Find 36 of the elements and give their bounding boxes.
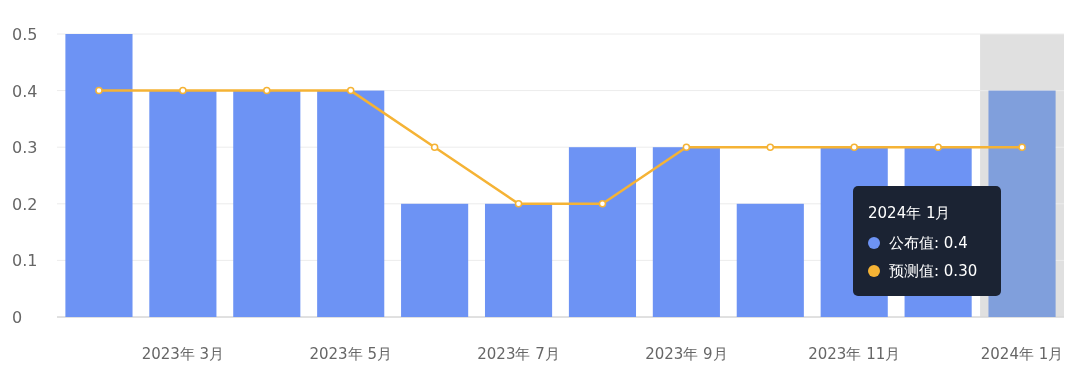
point — [1018, 143, 1026, 151]
x-tick-label: 2023年 11月 — [808, 345, 901, 363]
point — [514, 200, 523, 208]
bar — [233, 90, 301, 317]
bar — [401, 203, 469, 317]
point — [430, 143, 439, 151]
point — [95, 86, 103, 95]
bar — [652, 147, 720, 317]
y-tick-label: 0.1 — [12, 251, 38, 271]
x-tick-label: 2023年 7月 — [477, 345, 560, 363]
point — [346, 86, 355, 95]
y-tick-label: 0 — [12, 308, 23, 327]
point — [766, 143, 775, 151]
x-tick-label: 2023年 5月 — [309, 345, 392, 363]
bar — [65, 34, 133, 317]
point — [682, 143, 691, 151]
y-tick-label: 0.2 — [12, 194, 38, 214]
annotation: 2024年 1月 — [868, 204, 951, 222]
y-tick-label: 0.5 — [12, 25, 38, 44]
x-tick-label: 2023年 3月 — [141, 345, 225, 363]
bar — [568, 147, 637, 317]
point — [263, 86, 271, 95]
y-tick-label: 0.3 — [12, 138, 38, 158]
annotation: 公布值: 0.4 — [889, 234, 968, 252]
annotation: 预测值: 0.30 — [889, 262, 978, 280]
point — [934, 143, 942, 151]
y-tick-label: 0.4 — [12, 81, 38, 101]
bar — [736, 203, 804, 317]
x-tick-label: 2023年 9月 — [645, 345, 728, 363]
bar — [317, 90, 385, 317]
bar — [484, 203, 553, 317]
point — [598, 200, 607, 208]
x-tick-label: 2024年 1月 — [980, 345, 1064, 363]
bar — [149, 90, 217, 317]
point — [850, 143, 858, 151]
point — [179, 86, 187, 95]
